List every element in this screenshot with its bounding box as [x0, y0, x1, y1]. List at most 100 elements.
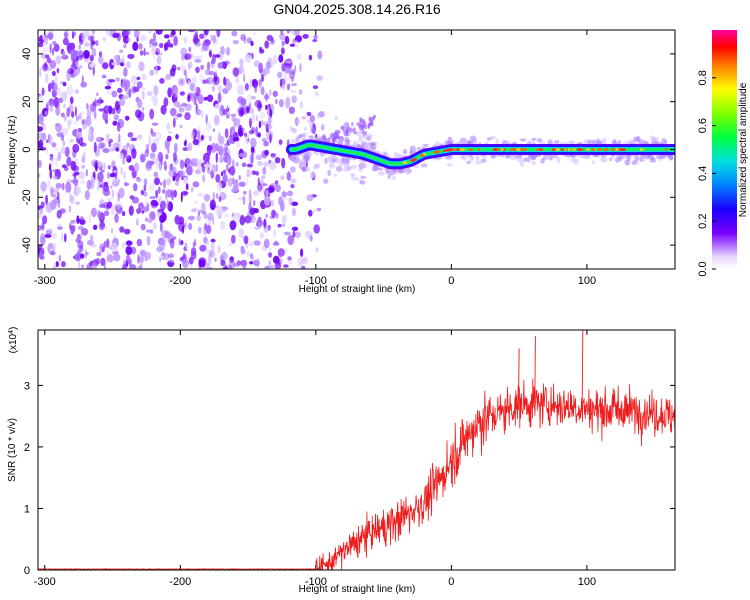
halo-blob [487, 137, 491, 141]
noise-blob [48, 98, 55, 104]
noise-blob [253, 60, 260, 68]
noise-blob [153, 171, 159, 178]
noise-blob [89, 103, 97, 112]
noise-blob [219, 62, 222, 68]
noise-blob [201, 110, 204, 118]
noise-blob [85, 169, 88, 177]
noise-blob [128, 205, 134, 216]
noise-blob [45, 229, 53, 236]
halo-blob [347, 131, 352, 137]
noise-blob [268, 247, 272, 252]
noise-blob [53, 83, 58, 92]
noise-blob [218, 196, 222, 203]
noise-blob [147, 218, 153, 224]
noise-blob [188, 46, 192, 53]
noise-blob [239, 152, 247, 158]
noise-blob [172, 175, 176, 182]
noise-blob [72, 143, 80, 153]
noise-blob [139, 249, 147, 257]
noise-blob [104, 260, 107, 264]
noise-blob [171, 84, 179, 96]
noise-blob [86, 179, 92, 190]
noise-blob [159, 222, 163, 233]
noise-blob [38, 94, 44, 102]
halo-blob [633, 136, 640, 142]
noise-blob [61, 231, 64, 242]
halo-blob [352, 140, 359, 147]
noise-blob [275, 99, 278, 104]
noise-blob [48, 30, 55, 33]
noise-blob [136, 81, 143, 89]
halo-blob [402, 148, 408, 155]
noise-blob [216, 181, 223, 192]
noise-blob [223, 194, 227, 200]
noise-blob [316, 207, 322, 212]
halo-blob [290, 138, 295, 145]
noise-blob [55, 182, 62, 189]
noise-blob [87, 239, 94, 246]
noise-blob [267, 115, 272, 127]
noise-blob [298, 89, 303, 96]
noise-blob [192, 138, 199, 146]
noise-blob [77, 249, 82, 256]
halo-blob [354, 176, 359, 182]
hot-spot [622, 148, 625, 151]
noise-blob [81, 228, 89, 236]
halo-blob [305, 166, 311, 173]
noise-blob [291, 95, 297, 104]
noise-blob [75, 171, 80, 175]
noise-blob [78, 128, 82, 132]
noise-blob [62, 140, 66, 147]
noise-blob [231, 30, 238, 37]
noise-blob [206, 61, 211, 71]
noise-blob [117, 122, 121, 132]
halo-blob [387, 174, 391, 179]
noise-blob [240, 98, 247, 106]
halo-blob [318, 111, 325, 118]
noise-blob [191, 76, 197, 85]
noise-blob [44, 61, 47, 70]
noise-blob [259, 83, 262, 95]
halo-blob [330, 154, 335, 159]
halo-blob [350, 164, 357, 170]
noise-blob [270, 153, 277, 157]
halo-blob [302, 154, 310, 162]
noise-blob [188, 61, 193, 69]
noise-blob [195, 130, 201, 139]
noise-blob [309, 234, 313, 242]
noise-blob [179, 159, 185, 170]
noise-blob [79, 111, 84, 116]
halo-blob [393, 152, 399, 157]
y-tick-label: 2 [24, 442, 30, 454]
noise-blob [244, 83, 249, 91]
halo-blob [370, 143, 377, 150]
noise-blob [240, 248, 246, 255]
y-tick-label: -40 [21, 237, 33, 253]
noise-blob [215, 152, 218, 163]
noise-blob [243, 190, 247, 195]
noise-blob [72, 58, 76, 68]
noise-blob [72, 165, 80, 172]
noise-blob [38, 42, 44, 48]
noise-blob [232, 137, 240, 142]
noise-blob [226, 164, 229, 172]
noise-blob [255, 154, 263, 161]
noise-blob [105, 118, 108, 124]
noise-blob [81, 155, 86, 164]
halo-blob [344, 136, 350, 141]
noise-blob [90, 42, 94, 50]
noise-blob [183, 140, 187, 147]
noise-blob [221, 154, 225, 160]
noise-blob [215, 164, 218, 173]
hot-spot [591, 148, 596, 151]
noise-blob [141, 73, 147, 80]
noise-blob [192, 91, 199, 101]
noise-blob [53, 43, 60, 53]
noise-blob [138, 202, 144, 210]
hot-spot [605, 148, 608, 151]
colorbar-label: Normalized spectral amplitude [738, 82, 749, 217]
noise-blob [248, 241, 255, 247]
noise-blob [72, 31, 77, 37]
halo-blob [334, 157, 341, 164]
noise-blob [62, 37, 69, 46]
